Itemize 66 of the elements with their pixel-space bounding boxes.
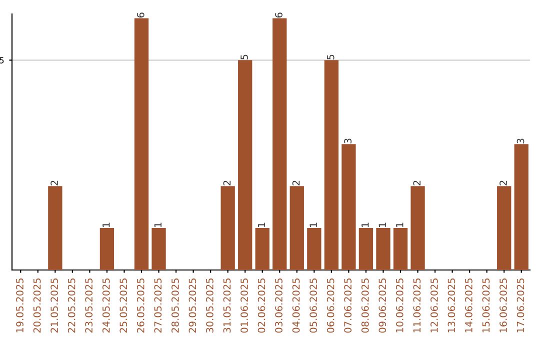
x-tick-label: 13.06.2025 <box>448 278 456 332</box>
data-label: 1 <box>396 222 404 227</box>
x-tick-label: 14.06.2025 <box>465 278 472 332</box>
x-tick-label: 15.06.2025 <box>482 278 490 332</box>
data-label: 2 <box>50 180 58 186</box>
x-tick-label: 25.05.2025 <box>120 278 128 333</box>
bar <box>48 186 62 270</box>
bar <box>100 228 114 270</box>
x-tick-label: 21.05.2025 <box>50 278 58 333</box>
data-label: 6 <box>275 12 282 18</box>
bar <box>255 228 270 270</box>
bar <box>152 228 166 270</box>
x-tick-label: 29.05.2025 <box>188 278 196 333</box>
data-label: 3 <box>516 138 524 144</box>
x-tick-label: 20.05.2025 <box>33 278 41 333</box>
x-tick-label: 11.06.2025 <box>413 278 421 332</box>
bar <box>497 186 512 270</box>
x-tick-label: 19.05.2025 <box>16 278 24 332</box>
x-tick-label: 26.05.2025 <box>136 278 144 333</box>
x-tick-label: 16.06.2025 <box>500 278 507 332</box>
data-label: 1 <box>362 222 369 227</box>
data-label: 5 <box>327 54 334 60</box>
data-label: 1 <box>258 222 266 227</box>
x-tick-label: 02.06.2025 <box>258 278 266 333</box>
bar <box>324 60 339 270</box>
data-label: 2 <box>413 180 420 186</box>
data-label: 6 <box>136 12 144 18</box>
bar <box>514 144 528 270</box>
bar <box>290 186 304 270</box>
bar <box>358 228 374 270</box>
x-tick-label: 17.06.2025 <box>516 278 524 332</box>
x-tick-label: 06.06.2025 <box>326 278 334 333</box>
data-label: 1 <box>310 222 317 227</box>
data-label: 1 <box>378 222 386 227</box>
x-tick-label: 28.05.2025 <box>172 278 179 333</box>
data-label: 5 <box>240 54 248 60</box>
x-tick-label: 27.05.2025 <box>154 278 162 333</box>
x-tick-label: 31.05.2025 <box>223 278 231 333</box>
x-tick-label: 03.06.2025 <box>275 278 282 333</box>
x-tick-label: 12.06.2025 <box>430 278 438 332</box>
x-tick-label: 10.06.2025 <box>396 278 404 332</box>
x-tick-label: 07.06.2025 <box>344 278 352 333</box>
x-tick-label: 09.06.2025 <box>378 278 386 333</box>
data-label: 2 <box>500 180 507 186</box>
data-label: 1 <box>154 222 162 227</box>
x-tick-label: 08.06.2025 <box>361 278 369 333</box>
data-label: 2 <box>223 180 231 186</box>
x-tick-label: 23.05.2025 <box>85 278 93 333</box>
bar <box>410 186 425 270</box>
x-tick-label: 30.05.2025 <box>206 278 214 333</box>
data-label: 2 <box>292 180 300 186</box>
x-tick-label: 05.06.2025 <box>310 278 317 333</box>
bar <box>342 144 356 270</box>
bar <box>220 186 235 270</box>
data-label: 1 <box>102 222 110 227</box>
bar <box>393 228 408 270</box>
data-label: 3 <box>344 138 352 144</box>
x-tick-label: 22.05.2025 <box>68 278 76 333</box>
x-tick-label: 01.06.2025 <box>240 278 248 333</box>
bar <box>238 60 252 270</box>
x-tick-label: 04.06.2025 <box>292 278 300 333</box>
bar <box>134 18 149 270</box>
bar <box>376 228 390 270</box>
bar <box>307 228 322 270</box>
x-tick-label: 24.05.2025 <box>102 278 110 333</box>
bar <box>272 18 287 270</box>
